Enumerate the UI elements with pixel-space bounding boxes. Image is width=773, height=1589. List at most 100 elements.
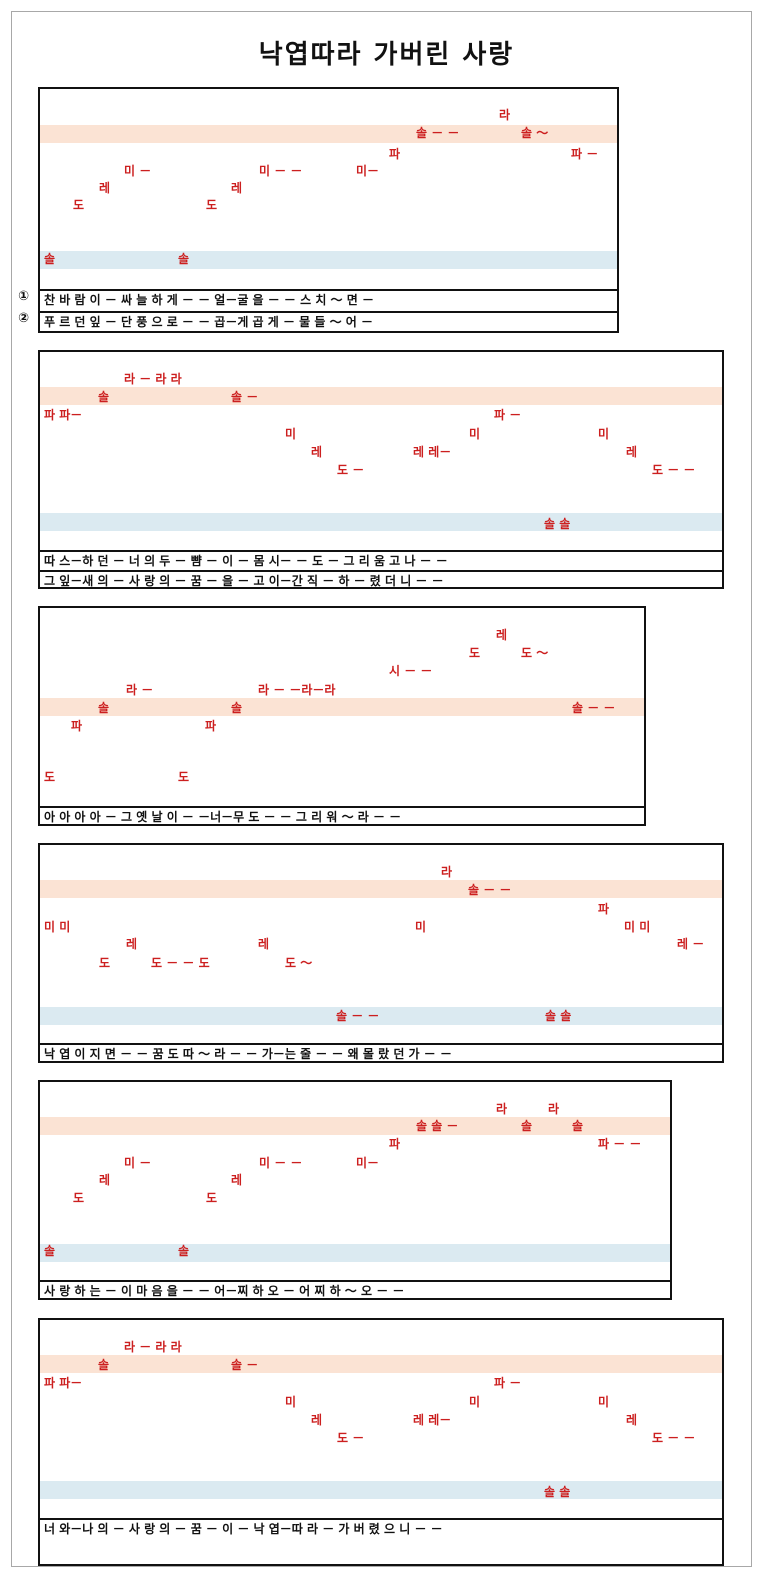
solfege-note: 솔 솔 －: [416, 1119, 459, 1133]
solfege-note: 솔: [98, 1358, 110, 1372]
solfege-note: 도: [73, 1191, 85, 1205]
solfege-note: 라 － 라 라: [124, 372, 182, 386]
solfege-note: 도 ～: [521, 646, 549, 660]
solfege-note: 미: [598, 1395, 610, 1409]
solfege-note: 파: [205, 719, 217, 733]
solfege-note: 레: [626, 1413, 638, 1427]
solfege-note: 도 ～: [285, 956, 313, 970]
solfege-note: 레: [99, 1173, 111, 1187]
solfege-note: 미－: [356, 1156, 380, 1170]
lower-staff-band: [40, 251, 617, 269]
lyric-line-1: 사 랑 하 는 － 이 마 음 을 － － 어－찌 하 오 － 어 찌 하 ～ …: [40, 1280, 670, 1300]
solfege-note: 레: [231, 181, 243, 195]
solfege-note: 미 미: [624, 920, 651, 934]
solfege-note: 라 － 라 라: [124, 1340, 182, 1354]
solfege-note: 도: [178, 770, 190, 784]
solfege-note: 미: [285, 1395, 297, 1409]
solfege-note: 파 －: [494, 1376, 522, 1390]
solfege-note: 도 － － 도: [151, 956, 210, 970]
solfege-note: 솔: [178, 252, 190, 266]
lower-staff-band: [40, 1244, 670, 1262]
solfege-note: 솔: [178, 1244, 190, 1258]
lower-staff-band: [40, 1007, 722, 1025]
solfege-note: 라 － －라－라: [258, 683, 336, 697]
solfege-note: 솔 － －: [468, 883, 512, 897]
solfege-note: 미 － －: [259, 164, 303, 178]
solfege-note: 미 －: [124, 164, 152, 178]
solfege-note: 미 － －: [259, 1156, 303, 1170]
lyric-line-2: 그 잎－새 의 － 사 랑 의 － 꿈 － 을 － 고 이－간 직 － 하 － …: [40, 570, 722, 590]
solfege-note: 미: [598, 427, 610, 441]
solfege-note: 솔 － －: [416, 126, 460, 140]
solfege-note: 라: [441, 865, 453, 879]
solfege-note: 파: [598, 902, 610, 916]
solfege-note: 미 미: [44, 920, 71, 934]
solfege-note: 도: [206, 1191, 218, 1205]
solfege-note: 파 파－: [44, 408, 83, 422]
sheet-title: 낙엽따라 가버린 사랑: [258, 40, 515, 70]
solfege-note: 라: [548, 1102, 560, 1116]
solfege-note: 솔 솔: [544, 517, 571, 531]
solfege-note: 레: [311, 445, 323, 459]
solfege-note: 파: [389, 147, 401, 161]
lower-staff-band: [40, 513, 722, 531]
solfege-note: 솔 솔: [544, 1485, 571, 1499]
solfege-note: 라: [496, 1102, 508, 1116]
solfege-note: 솔: [44, 252, 56, 266]
solfege-note: 솔: [572, 1119, 584, 1133]
solfege-note: 미: [285, 427, 297, 441]
solfege-note: 파 －: [571, 147, 599, 161]
solfege-note: 솔: [98, 701, 110, 715]
lower-staff-band: [40, 1481, 722, 1499]
solfege-note: 미: [469, 1395, 481, 1409]
solfege-note: 레: [626, 445, 638, 459]
upper-staff-band: [40, 698, 644, 716]
verse-number-2: ②: [18, 311, 30, 326]
verse-number-1: ①: [18, 289, 30, 304]
lyric-line-1: 아 아 아 아 － 그 옛 날 이 － －너－무 도 － － 그 리 워 ～ 라…: [40, 806, 644, 826]
solfege-note: 솔 －: [231, 390, 259, 404]
solfege-note: 솔: [98, 390, 110, 404]
solfege-note: 솔: [231, 701, 243, 715]
solfege-note: 레 －: [677, 937, 705, 951]
solfege-note: 솔 － －: [572, 701, 616, 715]
solfege-note: 도: [44, 770, 56, 784]
solfege-note: 도 －: [337, 1431, 365, 1445]
lyric-line-2: 푸 르 던 잎 － 단 풍 으 로 － － 곱－게 곱 게 － 물 들 ～ 어 …: [40, 311, 617, 331]
solfege-note: 도: [206, 198, 218, 212]
solfege-note: 미: [469, 427, 481, 441]
solfege-note: 레 레－: [413, 1413, 452, 1427]
upper-staff-band: [40, 1355, 722, 1373]
solfege-note: 솔 －: [231, 1358, 259, 1372]
solfege-note: 솔 ～: [521, 126, 549, 140]
solfege-note: 레: [231, 1173, 243, 1187]
solfege-note: 도 －: [337, 463, 365, 477]
solfege-note: 레: [311, 1413, 323, 1427]
lyric-line-1: 낙 엽 이 지 면 － － 꿈 도 따 ～ 라 － － 가－는 줄 － － 왜 …: [40, 1043, 722, 1063]
solfege-note: 도 － －: [652, 463, 696, 477]
solfege-note: 미: [415, 920, 427, 934]
upper-staff-band: [40, 1117, 670, 1135]
solfege-note: 레: [496, 628, 508, 642]
solfege-note: 솔: [44, 1244, 56, 1258]
solfege-note: 파 － －: [598, 1137, 642, 1151]
solfege-note: 레: [258, 937, 270, 951]
solfege-note: 레: [126, 937, 138, 951]
upper-staff-band: [40, 125, 617, 143]
solfege-note: 파: [71, 719, 83, 733]
upper-staff-band: [40, 387, 722, 405]
solfege-note: 레 레－: [413, 445, 452, 459]
solfege-note: 도: [99, 956, 111, 970]
solfege-note: 도: [73, 198, 85, 212]
solfege-note: 라: [499, 108, 511, 122]
solfege-note: 미 －: [124, 1156, 152, 1170]
solfege-note: 라 －: [126, 683, 154, 697]
solfege-note: 레: [99, 181, 111, 195]
solfege-note: 솔 － －: [336, 1009, 380, 1023]
solfege-note: 도: [469, 646, 481, 660]
